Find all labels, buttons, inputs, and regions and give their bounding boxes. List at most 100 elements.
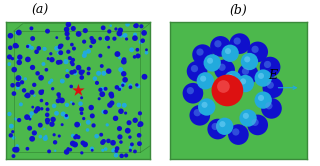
Text: (a): (a): [31, 4, 49, 17]
Point: [59, 44, 64, 47]
Point: [73, 72, 78, 75]
Point: [50, 87, 55, 90]
Point: [56, 61, 61, 64]
Point: [99, 65, 104, 67]
Circle shape: [239, 109, 257, 127]
Circle shape: [238, 64, 258, 84]
Point: [101, 111, 106, 113]
Point: [39, 91, 44, 94]
Point: [15, 83, 20, 86]
Point: [11, 136, 16, 139]
Circle shape: [202, 102, 208, 108]
Point: [27, 45, 32, 48]
Point: [117, 135, 123, 138]
Point: [89, 37, 94, 40]
Point: [118, 29, 123, 32]
Point: [118, 68, 123, 71]
Point: [57, 96, 62, 98]
Point: [108, 104, 113, 106]
Circle shape: [207, 119, 228, 139]
Point: [10, 57, 15, 60]
Point: [44, 114, 50, 116]
Point: [10, 130, 15, 133]
Circle shape: [220, 121, 226, 127]
Point: [124, 154, 129, 157]
Point: [38, 135, 43, 138]
Point: [54, 112, 59, 115]
Point: [28, 118, 33, 121]
Point: [128, 84, 133, 87]
Point: [123, 79, 128, 81]
Point: [79, 96, 84, 99]
Circle shape: [198, 98, 215, 116]
Point: [128, 86, 133, 89]
Point: [25, 58, 30, 61]
Point: [23, 94, 28, 97]
Point: [32, 94, 37, 97]
Point: [81, 70, 86, 73]
Point: [42, 48, 47, 50]
Point: [70, 142, 75, 145]
Point: [117, 87, 123, 89]
Point: [103, 38, 108, 41]
Point: [122, 58, 127, 61]
Point: [81, 117, 86, 120]
Point: [56, 52, 61, 54]
Point: [114, 150, 119, 152]
Point: [64, 114, 69, 117]
Point: [67, 57, 72, 59]
Point: [65, 69, 70, 72]
Point: [116, 104, 121, 106]
Point: [7, 113, 12, 115]
Point: [134, 24, 139, 27]
Point: [106, 140, 111, 142]
Point: [132, 56, 137, 58]
Point: [69, 61, 74, 64]
Point: [25, 94, 30, 97]
Point: [16, 77, 21, 79]
Point: [132, 33, 138, 36]
Point: [76, 33, 81, 35]
Point: [121, 60, 126, 63]
Point: [76, 136, 81, 138]
Point: [82, 54, 87, 57]
Point: [138, 41, 143, 43]
Point: [137, 112, 142, 115]
Point: [33, 110, 38, 113]
Point: [100, 88, 105, 91]
Circle shape: [214, 40, 221, 47]
Point: [79, 112, 84, 115]
Point: [137, 124, 142, 126]
Point: [110, 141, 116, 144]
Point: [141, 32, 147, 34]
Circle shape: [200, 76, 206, 82]
Point: [100, 149, 105, 152]
Point: [18, 103, 23, 106]
Point: [117, 32, 122, 35]
Point: [29, 137, 35, 140]
Point: [100, 27, 106, 29]
Point: [53, 149, 58, 152]
Point: [14, 45, 20, 47]
Point: [12, 148, 18, 151]
Circle shape: [261, 98, 282, 119]
Point: [65, 32, 70, 35]
Point: [132, 25, 138, 27]
Point: [65, 75, 70, 77]
Point: [69, 43, 75, 46]
Circle shape: [252, 46, 259, 53]
Point: [27, 127, 32, 129]
Point: [72, 70, 77, 73]
Circle shape: [216, 118, 233, 135]
Point: [98, 88, 103, 91]
Circle shape: [196, 48, 204, 56]
Circle shape: [221, 45, 239, 62]
Point: [45, 119, 50, 122]
Circle shape: [228, 74, 234, 80]
Circle shape: [219, 64, 226, 71]
Point: [29, 112, 34, 115]
Point: [124, 38, 129, 40]
Point: [60, 123, 65, 126]
Point: [101, 72, 106, 75]
Point: [7, 56, 12, 58]
